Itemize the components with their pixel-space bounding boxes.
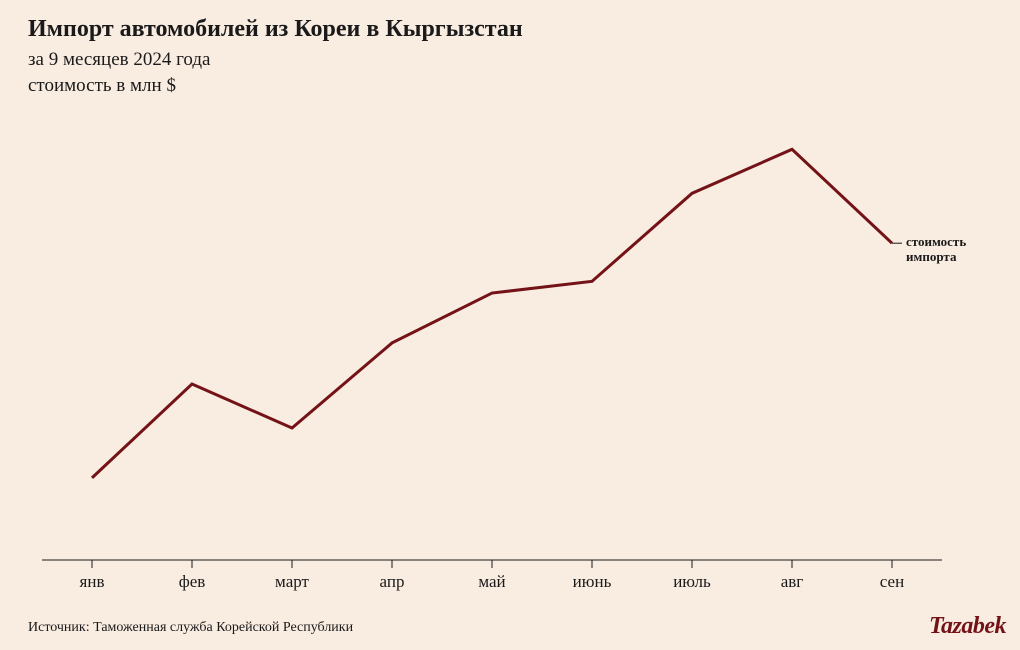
series-label-line2: импорта	[906, 249, 956, 264]
series-label: стоимость импорта	[906, 235, 966, 265]
x-tick-label: май	[478, 572, 505, 592]
chart-area: стоимость импорта	[42, 110, 942, 570]
x-tick-label: апр	[380, 572, 405, 592]
x-tick-label: сен	[880, 572, 904, 592]
x-tick-label: март	[275, 572, 309, 592]
chart-subtitle: за 9 месяцев 2024 года	[28, 49, 992, 71]
brand-logo: Tazabek	[929, 613, 1006, 640]
x-tick-label: июль	[673, 572, 711, 592]
source-text: Источник: Таможенная служба Корейской Ре…	[28, 620, 353, 636]
chart-title: Импорт автомобилей из Кореи в Кыргызстан	[28, 16, 992, 43]
chart-header: Импорт автомобилей из Кореи в Кыргызстан…	[0, 0, 1020, 97]
x-axis-labels: янв фев март апр май июнь июль авг сен	[42, 572, 942, 596]
chart-unit: стоимость в млн $	[28, 75, 992, 97]
series-label-line1: стоимость	[906, 234, 966, 249]
x-tick-label: июнь	[573, 572, 612, 592]
x-tick-label: авг	[781, 572, 804, 592]
line-chart-svg	[42, 110, 942, 570]
x-tick-label: янв	[80, 572, 105, 592]
x-tick-label: фев	[179, 572, 206, 592]
